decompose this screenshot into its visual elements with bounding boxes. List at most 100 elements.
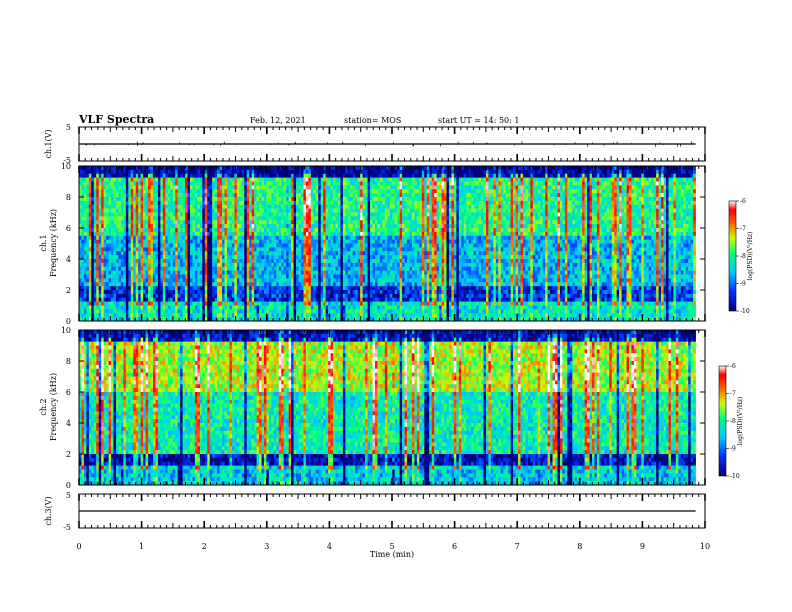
spectrogram-cell (140, 262, 144, 268)
spectrogram-cell (217, 220, 220, 225)
spectrogram-cell (333, 193, 336, 198)
spectrogram-cell (318, 239, 322, 244)
spectrogram-cell (241, 189, 245, 194)
spectrogram-cell (192, 166, 196, 171)
spectrogram-cell (128, 231, 132, 237)
spectrogram-cell (350, 181, 354, 186)
spectrogram-cell (360, 173, 363, 178)
spectrogram-cell (96, 220, 100, 225)
spectrogram-cell (180, 313, 183, 318)
spectrogram-cell (128, 247, 132, 252)
spectrogram-cell (81, 282, 85, 287)
spectrogram-cell (133, 228, 137, 233)
spectrogram-cell (362, 185, 366, 190)
spectrogram-cell (165, 204, 169, 209)
spectrogram-cell (323, 200, 326, 206)
spectrogram-cell (135, 228, 139, 233)
spectrogram-cell (236, 270, 240, 275)
spectrogram-cell (217, 317, 220, 322)
spectrogram-cell (352, 228, 356, 233)
spectrogram-cell (106, 274, 109, 279)
spectrogram-cell (379, 212, 383, 217)
spectrogram-cell (360, 189, 363, 194)
spectrogram-cell (268, 212, 272, 217)
spectrogram-cell (246, 309, 250, 314)
spectrogram-cell (278, 305, 282, 310)
spectrogram-cell (194, 251, 198, 256)
spectrogram-cell (81, 181, 85, 186)
spectrogram-cell (318, 274, 322, 279)
spectrogram-cell (88, 274, 92, 279)
spectrogram-cell (256, 231, 260, 237)
spectrogram-cell (219, 286, 223, 291)
spectrogram-cell (254, 166, 257, 171)
spectrogram-cell (328, 251, 331, 256)
spectrogram-cell (256, 301, 260, 306)
spectrogram-cell (241, 200, 245, 206)
spectrogram-cell (217, 278, 220, 283)
spectrogram-cell (308, 270, 312, 275)
spectrogram-cell (296, 239, 299, 244)
spectrogram-cell (241, 173, 245, 178)
spectrogram-cell (167, 262, 171, 268)
spectrogram-cell (357, 251, 361, 256)
spectrogram-cell (325, 181, 329, 186)
spectrogram-cell (251, 181, 255, 186)
spectrogram-cell (88, 173, 92, 178)
spectrogram-cell (167, 204, 171, 209)
spectrogram-cell (88, 166, 92, 171)
spectrogram-cell (345, 181, 349, 186)
spectrogram-cell (120, 185, 124, 190)
spectrogram-cell (214, 189, 218, 194)
spectrogram-cell (296, 290, 299, 295)
spectrogram-cell (239, 185, 243, 190)
spectrogram-cell (177, 235, 181, 240)
spectrogram-cell (318, 305, 322, 310)
spectrogram-cell (303, 173, 307, 178)
spectrogram-cell (130, 235, 134, 240)
spectrogram-cell (320, 224, 324, 229)
spectrogram-cell (160, 266, 164, 271)
spectrogram-cell (155, 247, 159, 252)
spectrogram-cell (128, 189, 132, 194)
spectrogram-cell (130, 228, 134, 233)
spectrogram-cell (372, 282, 376, 287)
spectrogram-cell (120, 193, 124, 198)
spectrogram-cell (254, 208, 257, 213)
spectrogram-cell (202, 193, 206, 198)
spectrogram-cell (231, 313, 235, 318)
spectrogram-cell (108, 189, 112, 194)
spectrogram-cell (367, 166, 371, 171)
spectrogram-cell (194, 259, 198, 264)
spectrogram-cell (231, 262, 235, 268)
spectrogram-cell (120, 239, 124, 244)
spectrogram-cell (318, 220, 322, 225)
spectrogram-cell (212, 255, 215, 260)
spectrogram-cell (214, 243, 218, 248)
spectrogram-cell (350, 197, 354, 202)
spectrogram-cell (130, 305, 134, 310)
spectrogram-cell (194, 177, 198, 182)
spectrogram-cell (325, 235, 329, 240)
spectrogram-cell (288, 208, 292, 213)
spectrogram-cell (177, 169, 181, 175)
spectrogram-cell (374, 197, 378, 202)
spectrogram-cell (377, 208, 381, 213)
spectrogram-cell (335, 259, 339, 264)
spectrogram-cell (318, 181, 322, 186)
spectrogram-cell (138, 293, 141, 299)
spectrogram-cell (175, 317, 178, 322)
spectrogram-cell (189, 313, 193, 318)
spectrogram-cell (298, 208, 302, 213)
spectrogram-cell (236, 185, 240, 190)
spectrogram-cell (303, 301, 307, 306)
spectrogram-cell (323, 239, 326, 244)
spectrogram-cell (214, 224, 218, 229)
spectrogram-cell (116, 270, 119, 275)
spectrogram-cell (246, 224, 250, 229)
spectrogram-cell (185, 173, 188, 178)
spectrogram-cell (261, 313, 265, 318)
spectrogram-cell (231, 309, 235, 314)
spectrogram-cell (194, 243, 198, 248)
spectrogram-cell (165, 220, 169, 225)
